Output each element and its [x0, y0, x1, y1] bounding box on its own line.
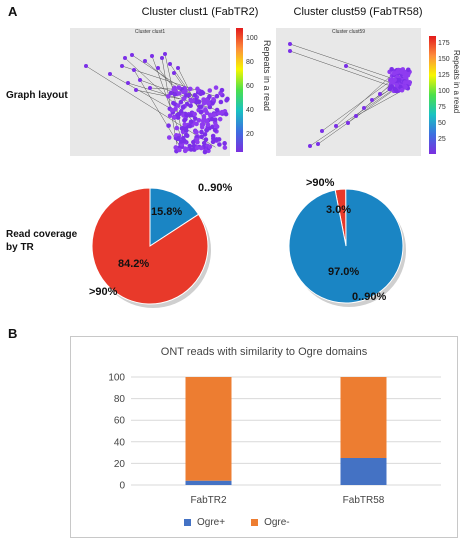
legend-swatch-ogre-minus: [251, 519, 259, 526]
left-pie-label-high: >90%: [89, 286, 118, 298]
left-pie-label-low: 0..90%: [198, 182, 233, 194]
graph-nodes: [288, 42, 412, 148]
y-tick-label: 0: [119, 481, 125, 492]
right-graph-title: Cluster clust59: [331, 29, 366, 35]
left-pie-value-low: 15.8%: [151, 206, 183, 218]
left-graph-title: Cluster clust1: [134, 29, 166, 35]
left-column-title: Cluster clust1 (FabTR2): [141, 6, 259, 18]
right-pie-value-high: 3.0%: [326, 204, 352, 216]
y-tick-label: 80: [114, 394, 126, 405]
left-colorbar-label: Repeats in a read: [262, 40, 272, 112]
y-tick-label: 20: [114, 459, 126, 470]
left-network-plot: [84, 52, 230, 155]
bar-chart-title: ONT reads with similarity to Ogre domain…: [160, 346, 368, 358]
right-pie-label-high: >90%: [306, 177, 335, 189]
left-graph-layout: Cluster clust1: [70, 28, 230, 156]
read-coverage-label: Read coverage by TR: [6, 229, 78, 253]
bar-Ogre--FabTR58: [340, 377, 387, 458]
right-column-title: Cluster clust59 (FabTR58): [293, 6, 423, 18]
y-tick-label: 40: [114, 437, 126, 448]
x-category-label: FabTR2: [190, 495, 227, 506]
bar-Ogre--FabTR2: [185, 377, 232, 481]
right-pie-label-low: 0..90%: [352, 291, 387, 303]
right-colorbar-ticks: 175 150 125 100 75 50 25: [438, 40, 450, 143]
legend-label-ogre-plus: Ogre+: [197, 517, 226, 528]
bar-grid: [131, 376, 441, 486]
legend-swatch-ogre-plus: [184, 519, 191, 526]
panel-a-letter: A: [8, 4, 18, 19]
right-pie-chart: [288, 188, 406, 307]
bar-Ogre+-FabTR2: [185, 480, 232, 485]
bar-chart-plot: 0 20 40 60 80 100 FabTR2 FabTR58: [108, 373, 441, 506]
y-tick-label: 60: [114, 416, 126, 427]
bar-chart-frame: ONT reads with similarity to Ogre domain…: [70, 336, 458, 538]
pie-slice-0: [149, 187, 200, 247]
pie-slice-1: [91, 187, 209, 305]
bar-chart-legend: Ogre+ Ogre-: [184, 517, 290, 528]
bar-Ogre+-FabTR58: [340, 458, 387, 485]
right-graph-layout: Cluster clust59: [276, 28, 421, 156]
x-category-label: FabTR58: [343, 495, 385, 506]
right-colorbar: [429, 36, 436, 154]
legend-label-ogre-minus: Ogre-: [264, 517, 290, 528]
left-colorbar: [236, 28, 243, 152]
graph-nodes: [84, 52, 230, 155]
left-colorbar-ticks: 100 80 60 40 20: [246, 35, 258, 138]
panel-b-letter: B: [8, 326, 18, 341]
pie-slice-1: [288, 188, 404, 304]
graph-layout-label: Graph layout: [6, 90, 68, 101]
right-colorbar-label: Repeats in a read: [452, 50, 461, 114]
right-pie-value-low: 97.0%: [328, 266, 360, 278]
graph-edges: [289, 43, 407, 147]
right-network-plot: [288, 42, 412, 148]
left-pie-value-high: 84.2%: [118, 258, 150, 270]
y-tick-label: 100: [108, 373, 125, 384]
left-pie-chart: [91, 187, 211, 308]
